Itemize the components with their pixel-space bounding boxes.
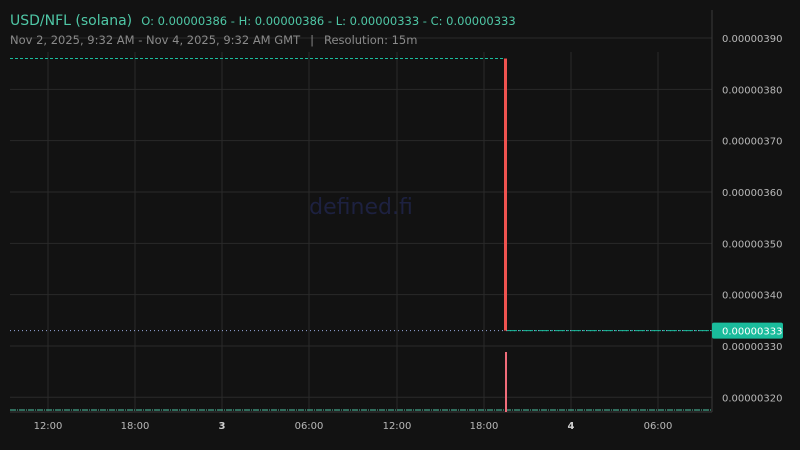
- time-tick-label: 06:00: [295, 421, 324, 432]
- chart-legend: USD/NFL (solana) O: 0.00000386 - H: 0.00…: [10, 10, 516, 29]
- time-tick-label: 06:00: [644, 421, 673, 432]
- time-tick-label: 4: [568, 421, 575, 432]
- candle: [504, 58, 507, 331]
- last-price-label: 0.00000333: [722, 327, 782, 338]
- watermark: defined.fi: [309, 195, 413, 220]
- time-tick-label: 12:00: [34, 421, 63, 432]
- time-tick-label: 18:00: [470, 421, 499, 432]
- price-tick-label: 0.00000360: [722, 188, 782, 199]
- price-tick-label: 0.00000370: [722, 137, 782, 148]
- time-tick-label: 12:00: [383, 421, 412, 432]
- price-tick-label: 0.00000340: [722, 291, 782, 302]
- price-tick-label: 0.00000350: [722, 239, 782, 250]
- separator: |: [310, 33, 314, 47]
- volume-bar: [505, 352, 507, 412]
- chart-subtitle: Nov 2, 2025, 9:32 AM - Nov 4, 2025, 9:32…: [10, 33, 417, 47]
- time-tick-label: 3: [219, 421, 226, 432]
- ohlc-values: O: 0.00000386 - H: 0.00000386 - L: 0.000…: [141, 14, 516, 28]
- time-tick-label: 18:00: [121, 421, 150, 432]
- price-tick-label: 0.00000390: [722, 34, 782, 45]
- symbol-label: USD/NFL (solana): [10, 13, 133, 29]
- price-tick-label: 0.00000380: [722, 85, 782, 96]
- resolution-label: Resolution: 15m: [324, 33, 418, 47]
- price-tick-label: 0.00000320: [722, 393, 782, 404]
- date-range: Nov 2, 2025, 9:32 AM - Nov 4, 2025, 9:32…: [10, 33, 301, 47]
- price-tick-label: 0.00000330: [722, 342, 782, 353]
- last-price-badge: [712, 322, 783, 339]
